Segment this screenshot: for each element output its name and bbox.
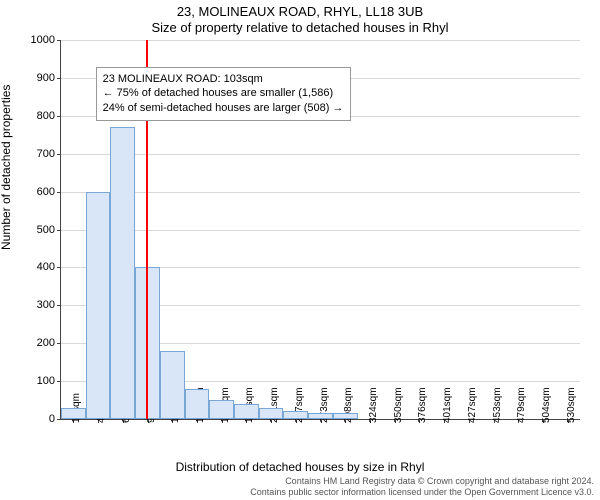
attribution-line: Contains HM Land Registry data © Crown c…: [250, 476, 594, 487]
chart-super-title: 23, MOLINEAUX ROAD, RHYL, LL18 3UB: [0, 4, 600, 19]
histogram-bar: [234, 404, 259, 419]
ytick-label: 600: [37, 186, 61, 198]
histogram-bar: [209, 400, 234, 419]
ytick-label: 900: [37, 72, 61, 84]
ytick-label: 200: [37, 337, 61, 349]
attribution-text: Contains HM Land Registry data © Crown c…: [250, 476, 594, 498]
annotation-line: 24% of semi-detached houses are larger (…: [103, 101, 344, 116]
ytick-label: 700: [37, 148, 61, 160]
chart-title: Size of property relative to detached ho…: [0, 20, 600, 35]
x-axis-label: Distribution of detached houses by size …: [0, 460, 600, 474]
ytick-label: 300: [37, 299, 61, 311]
gridline: [61, 230, 580, 231]
ytick-label: 0: [49, 413, 61, 425]
xtick-label: 427sqm: [467, 387, 478, 423]
histogram-bar: [61, 408, 86, 419]
annotation-line: 23 MOLINEAUX ROAD: 103sqm: [103, 72, 344, 87]
y-axis-label: Number of detached properties: [0, 85, 13, 250]
plot-area: 0100200300400500600700800900100015sqm41s…: [60, 40, 580, 420]
histogram-bar: [259, 408, 284, 419]
xtick-label: 401sqm: [442, 387, 453, 423]
histogram-chart: 23, MOLINEAUX ROAD, RHYL, LL18 3UB Size …: [0, 0, 600, 500]
histogram-bar: [160, 351, 185, 419]
xtick-label: 350sqm: [393, 387, 404, 423]
xtick-label: 376sqm: [417, 387, 428, 423]
histogram-bar: [110, 127, 135, 419]
ytick-label: 800: [37, 110, 61, 122]
ytick-label: 400: [37, 261, 61, 273]
ytick-label: 1000: [31, 34, 61, 46]
histogram-bar: [86, 192, 111, 419]
ytick-label: 100: [37, 375, 61, 387]
gridline: [61, 154, 580, 155]
xtick-label: 479sqm: [516, 387, 527, 423]
histogram-bar: [185, 389, 210, 419]
xtick-label: 530sqm: [566, 387, 577, 423]
annotation-box: 23 MOLINEAUX ROAD: 103sqm← 75% of detach…: [96, 67, 351, 122]
ytick-label: 500: [37, 224, 61, 236]
xtick-label: 504sqm: [541, 387, 552, 423]
xtick-label: 324sqm: [368, 387, 379, 423]
gridline: [61, 40, 580, 41]
attribution-line: Contains public sector information licen…: [250, 487, 594, 498]
histogram-bar: [308, 413, 333, 419]
gridline: [61, 192, 580, 193]
histogram-bar: [333, 413, 358, 419]
xtick-label: 453sqm: [492, 387, 503, 423]
annotation-line: ← 75% of detached houses are smaller (1,…: [103, 86, 344, 101]
histogram-bar: [283, 411, 308, 419]
